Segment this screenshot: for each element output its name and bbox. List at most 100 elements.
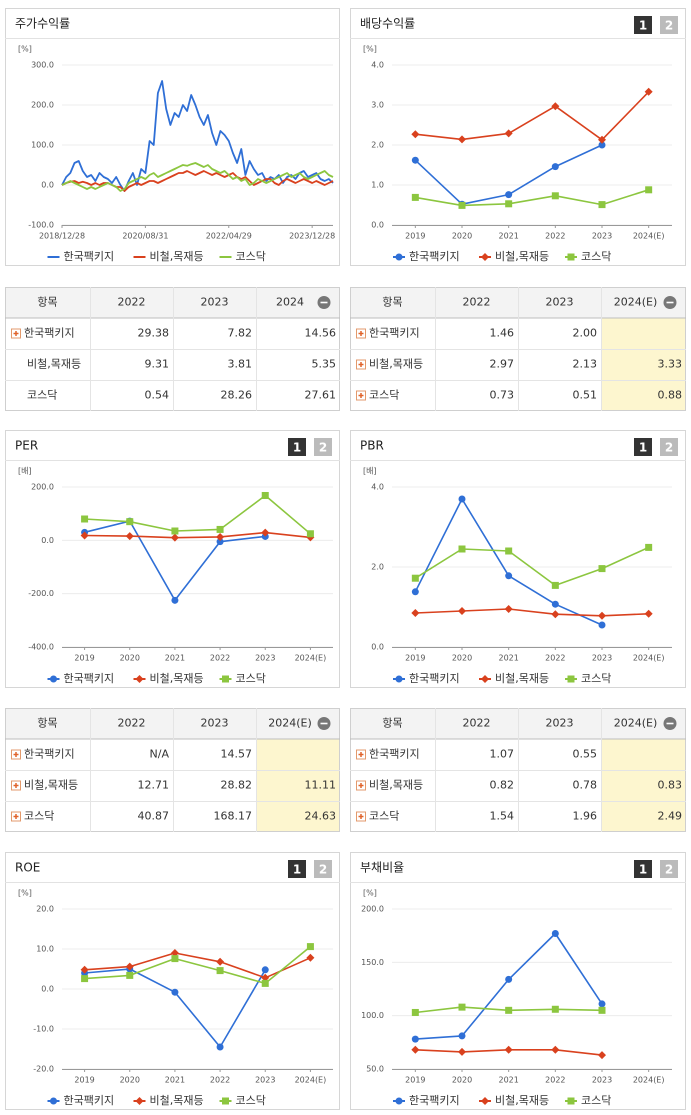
y-tick-label: 2.0 bbox=[371, 563, 384, 572]
x-tick-label: 2019 bbox=[74, 1076, 94, 1085]
legend-label: 비철,목재등 bbox=[150, 1094, 204, 1107]
page-button-label: 2 bbox=[319, 863, 327, 877]
row-label: 코스닥 bbox=[27, 389, 57, 402]
page-button[interactable] bbox=[288, 438, 306, 456]
series-line bbox=[84, 945, 311, 985]
estimate-column bbox=[601, 318, 686, 411]
y-axis-label: [배] bbox=[18, 467, 32, 476]
expand-icon-plus bbox=[358, 362, 364, 367]
point bbox=[458, 495, 466, 503]
page-button[interactable] bbox=[660, 860, 678, 878]
x-tick-label: 2019 bbox=[74, 654, 94, 663]
x-tick-label: 2022 bbox=[545, 654, 565, 663]
page-button[interactable] bbox=[634, 16, 652, 34]
x-tick-label: 2020 bbox=[120, 654, 140, 663]
table-cell: 5.35 bbox=[312, 358, 337, 371]
point bbox=[216, 1043, 224, 1051]
legend-label: 코스닥 bbox=[581, 1094, 611, 1107]
y-tick-label: -20.0 bbox=[33, 1065, 54, 1074]
page-button[interactable] bbox=[634, 860, 652, 878]
x-tick-label: 2024(E) bbox=[633, 1076, 665, 1085]
point bbox=[261, 979, 269, 987]
table-header-bg bbox=[5, 708, 340, 739]
point bbox=[126, 971, 134, 979]
page-button[interactable] bbox=[314, 438, 332, 456]
x-tick-label: 2020 bbox=[452, 1076, 472, 1085]
series-line bbox=[61, 80, 334, 192]
page-button[interactable] bbox=[634, 438, 652, 456]
point bbox=[644, 87, 653, 96]
point bbox=[306, 943, 314, 951]
point bbox=[598, 611, 606, 620]
point bbox=[505, 975, 513, 983]
column-header: 2024(E) bbox=[268, 717, 312, 730]
data-table: 항목 2022 2023 2024(E) 한국팩키지 1.46 2.00 비철,목재등 2.97… bbox=[350, 287, 686, 411]
table-cell: 7.82 bbox=[228, 327, 253, 340]
page-button[interactable] bbox=[660, 438, 678, 456]
chart-title: PER bbox=[15, 439, 38, 453]
y-tick-label: -100.0 bbox=[28, 221, 54, 230]
data-table: 항목 2022 2023 2024 한국팩키지 29.38 7.82 14.56 비철,목재등 9… bbox=[5, 287, 340, 411]
point bbox=[80, 531, 89, 540]
point bbox=[216, 532, 225, 541]
legend-marker bbox=[567, 675, 575, 683]
x-tick-label: 2022/04/29 bbox=[206, 232, 252, 241]
point bbox=[458, 1047, 466, 1056]
legend-label: 한국팩키지 bbox=[409, 1094, 460, 1107]
point bbox=[505, 547, 513, 555]
column-header: 항목 bbox=[37, 717, 57, 730]
expand-icon-plus bbox=[13, 783, 19, 788]
column-header: 2024(E) bbox=[614, 296, 658, 309]
point bbox=[551, 163, 559, 171]
table-cell: 9.31 bbox=[145, 358, 170, 371]
legend-label: 비철,목재등 bbox=[150, 672, 204, 685]
table-cell: 3.81 bbox=[228, 358, 253, 371]
y-tick-label: 200.0 bbox=[361, 905, 384, 914]
point bbox=[551, 192, 559, 200]
legend-label: 비철,목재등 bbox=[495, 250, 549, 263]
point bbox=[598, 201, 606, 209]
legend-marker bbox=[395, 1097, 403, 1105]
y-tick-label: 200.0 bbox=[31, 483, 54, 492]
point bbox=[216, 525, 224, 533]
page-button-label: 1 bbox=[639, 863, 647, 877]
point bbox=[411, 193, 419, 201]
table-cell: 168.17 bbox=[214, 810, 253, 823]
series-line bbox=[415, 91, 650, 141]
page-button[interactable] bbox=[288, 860, 306, 878]
point bbox=[598, 621, 606, 629]
point bbox=[81, 515, 89, 523]
point bbox=[598, 1051, 606, 1060]
table-cell: 0.55 bbox=[573, 748, 598, 761]
y-tick-label: 300.0 bbox=[31, 61, 54, 70]
expand-icon-plus bbox=[358, 393, 364, 398]
point bbox=[170, 949, 179, 957]
point bbox=[551, 102, 560, 111]
y-tick-label: 200.0 bbox=[31, 101, 54, 110]
point bbox=[505, 1006, 513, 1014]
y-tick-label: 0.0 bbox=[371, 643, 384, 652]
page-button-label: 2 bbox=[665, 441, 673, 455]
column-header: 2022 bbox=[118, 717, 146, 730]
y-tick-label: 4.0 bbox=[371, 483, 384, 492]
chart-panel: 주가수익률 [%] -100.0 0.0 100.0 200.0 300.0 2018/12/… bbox=[5, 8, 340, 266]
point bbox=[504, 1045, 513, 1054]
page-button[interactable] bbox=[314, 860, 332, 878]
page-button-label: 1 bbox=[293, 441, 301, 455]
x-tick-label: 2021 bbox=[498, 1076, 518, 1085]
y-tick-label: 3.0 bbox=[371, 101, 384, 110]
x-tick-label: 2024(E) bbox=[633, 232, 665, 241]
point bbox=[411, 130, 420, 139]
column-header: 항목 bbox=[37, 296, 57, 309]
page-button[interactable] bbox=[660, 16, 678, 34]
y-axis-label: [배] bbox=[363, 467, 377, 476]
table-cell: 11.11 bbox=[305, 779, 337, 792]
point bbox=[306, 953, 315, 962]
estimate-column bbox=[601, 739, 686, 832]
point bbox=[170, 533, 179, 542]
point bbox=[458, 1032, 466, 1040]
y-tick-label: 50.0 bbox=[366, 1065, 384, 1074]
expand-icon-plus bbox=[358, 331, 364, 336]
table-cell: 0.78 bbox=[573, 779, 598, 792]
